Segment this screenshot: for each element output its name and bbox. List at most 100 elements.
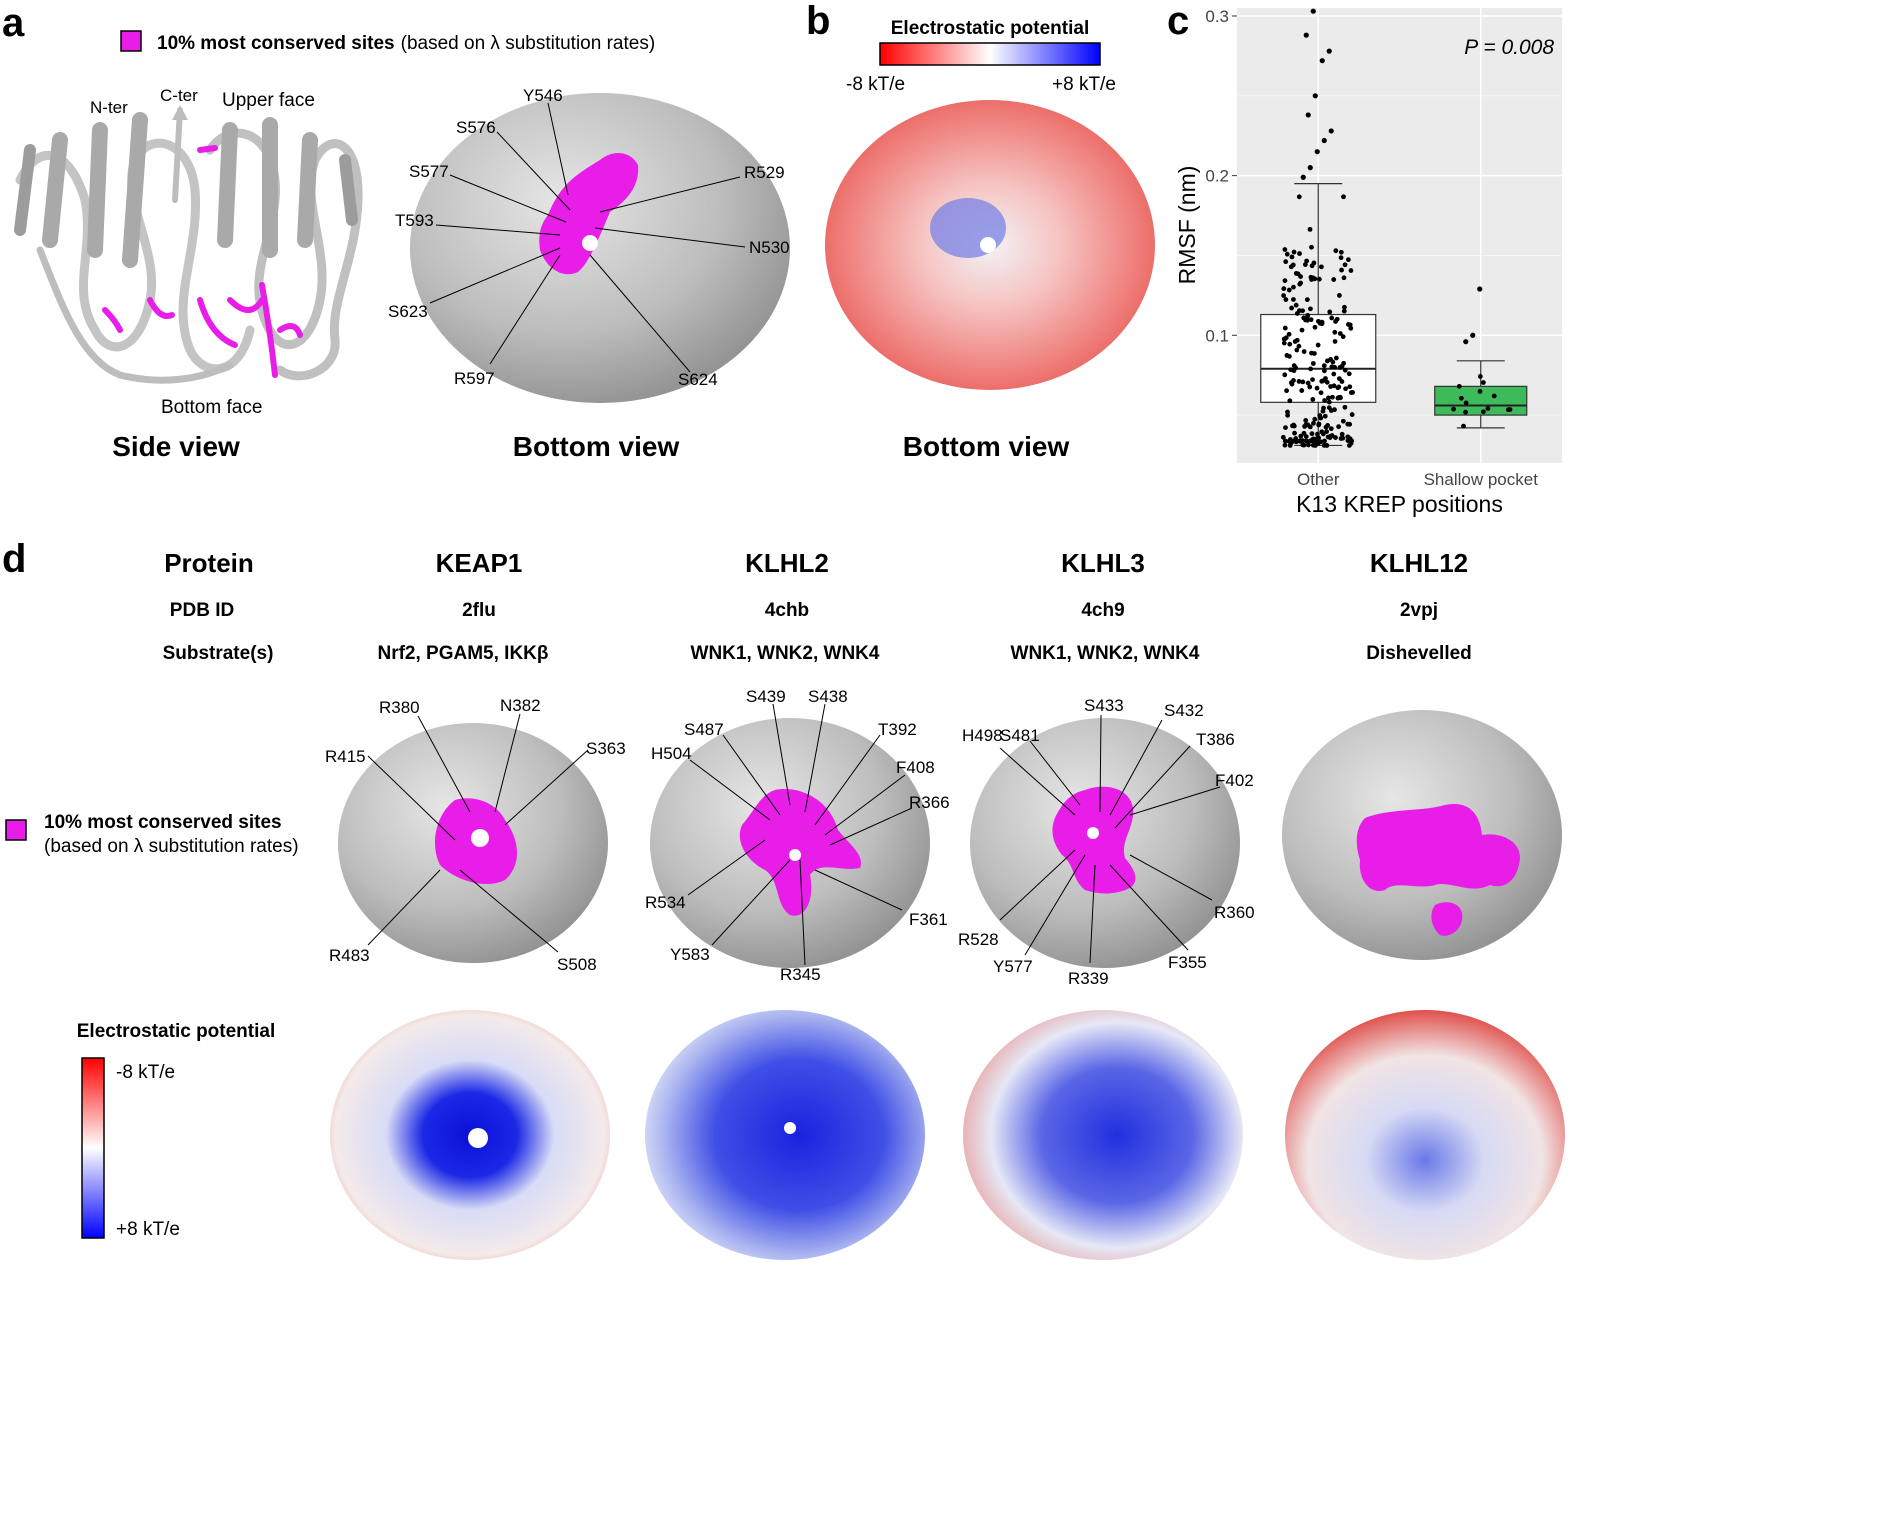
electro-colorbar-b	[879, 42, 1101, 66]
data-point	[1321, 368, 1327, 374]
klhl3-electrostatic	[963, 1010, 1243, 1260]
residue-label: S438	[808, 687, 848, 706]
pdb-id: 2flu	[462, 600, 496, 621]
data-point	[1282, 438, 1288, 444]
data-point	[1281, 293, 1287, 298]
klhl2-electrostatic	[645, 1010, 925, 1260]
data-point	[1346, 371, 1352, 377]
residue-label: H504	[651, 744, 692, 763]
data-point	[1291, 249, 1297, 255]
residue-label: S624	[678, 370, 718, 389]
residue-label: N530	[749, 238, 790, 257]
data-point	[1294, 311, 1300, 316]
data-point	[1308, 317, 1314, 323]
keap1-surface	[338, 723, 608, 963]
outlier-point	[1321, 137, 1327, 144]
x-tick-label: Shallow pocket	[1424, 470, 1539, 489]
residue-label: F402	[1215, 771, 1254, 790]
data-point	[1342, 262, 1348, 268]
data-point	[1289, 254, 1295, 260]
data-point	[1291, 377, 1296, 383]
data-point	[1331, 371, 1337, 377]
data-point	[1318, 390, 1324, 396]
data-point	[1341, 308, 1347, 314]
data-point	[1282, 372, 1288, 378]
bottom-view-surface	[410, 93, 790, 403]
row-header-substrates: Substrate(s)	[163, 643, 274, 664]
residue-label: R534	[645, 893, 686, 912]
protein-column-keap1: KEAP1 2flu Nrf2, PGAM5, IKKβ	[377, 548, 548, 664]
data-point	[1296, 194, 1302, 200]
substrates: WNK1, WNK2, WNK4	[1011, 643, 1200, 664]
residue-label: S577	[409, 162, 449, 181]
protein-column-klhl12: KLHL12 2vpj Dishevelled	[1366, 548, 1472, 664]
electro-min-d: -8 kT/e	[116, 1062, 175, 1083]
data-point	[1345, 257, 1351, 263]
protein-column-klhl3: KLHL3 4ch9 WNK1, WNK2, WNK4	[1011, 548, 1200, 664]
data-point	[1310, 361, 1316, 366]
data-point	[1345, 322, 1351, 327]
data-point	[1348, 325, 1354, 331]
data-point	[1319, 378, 1325, 384]
electro-min-b: -8 kT/e	[846, 74, 905, 95]
residue-label: Y577	[993, 957, 1033, 976]
legend-conserved-bold-d: 10% most conserved sites	[44, 812, 282, 833]
data-point	[1312, 324, 1318, 330]
data-point	[1299, 388, 1305, 393]
data-point	[1289, 305, 1295, 311]
residue-label: R360	[1214, 903, 1255, 922]
data-point	[1321, 363, 1327, 369]
data-point	[1293, 436, 1299, 441]
data-point	[1286, 287, 1292, 293]
data-point	[1304, 297, 1310, 303]
data-point	[1287, 341, 1293, 347]
data-point	[1339, 267, 1344, 273]
data-point	[1303, 417, 1309, 423]
residue-labels-klhl2: S439 S438 S487 T392 H504 F408 R366 R534 …	[645, 687, 950, 984]
data-point	[1285, 412, 1291, 418]
klhl12-electrostatic	[1285, 1010, 1565, 1260]
panel-letter-b: b	[806, 0, 830, 43]
data-point	[1327, 309, 1333, 315]
data-point	[1294, 337, 1300, 343]
pdb-id: 2vpj	[1400, 600, 1438, 621]
klhl12-surface	[1282, 710, 1562, 960]
data-point	[1300, 379, 1306, 385]
data-point	[1349, 412, 1355, 417]
data-point	[1291, 422, 1297, 428]
data-point	[1326, 405, 1332, 411]
data-point	[1283, 259, 1289, 265]
residue-label: S508	[557, 955, 597, 974]
data-point	[1310, 397, 1316, 402]
panel-letter-c: c	[1167, 0, 1189, 43]
data-point	[1315, 431, 1320, 437]
outlier-point	[1326, 48, 1332, 54]
residue-label: R380	[379, 698, 420, 717]
data-point	[1335, 385, 1341, 391]
data-point	[1284, 388, 1289, 394]
data-point	[1316, 435, 1322, 441]
residue-label: R339	[1068, 969, 1109, 988]
outlier-point	[1470, 332, 1476, 338]
residue-label: F355	[1168, 953, 1207, 972]
data-point	[1302, 262, 1308, 267]
data-point	[1322, 438, 1327, 444]
data-point	[1316, 276, 1322, 282]
data-point	[1347, 384, 1353, 390]
data-point	[1461, 423, 1466, 429]
data-point	[1342, 404, 1348, 410]
bottom-face-label: Bottom face	[161, 397, 262, 418]
residue-label: R597	[454, 369, 495, 388]
data-point	[1312, 276, 1318, 282]
residue-label: S481	[1000, 726, 1040, 745]
outlier-point	[1312, 93, 1318, 99]
residue-label: F361	[909, 910, 948, 929]
residue-label: R366	[909, 793, 950, 812]
data-point	[1310, 442, 1316, 448]
data-point	[1291, 284, 1296, 290]
data-point	[1325, 434, 1331, 440]
data-point	[1305, 380, 1311, 386]
data-point	[1310, 377, 1315, 383]
data-point	[1296, 379, 1302, 384]
data-point	[1343, 386, 1348, 392]
